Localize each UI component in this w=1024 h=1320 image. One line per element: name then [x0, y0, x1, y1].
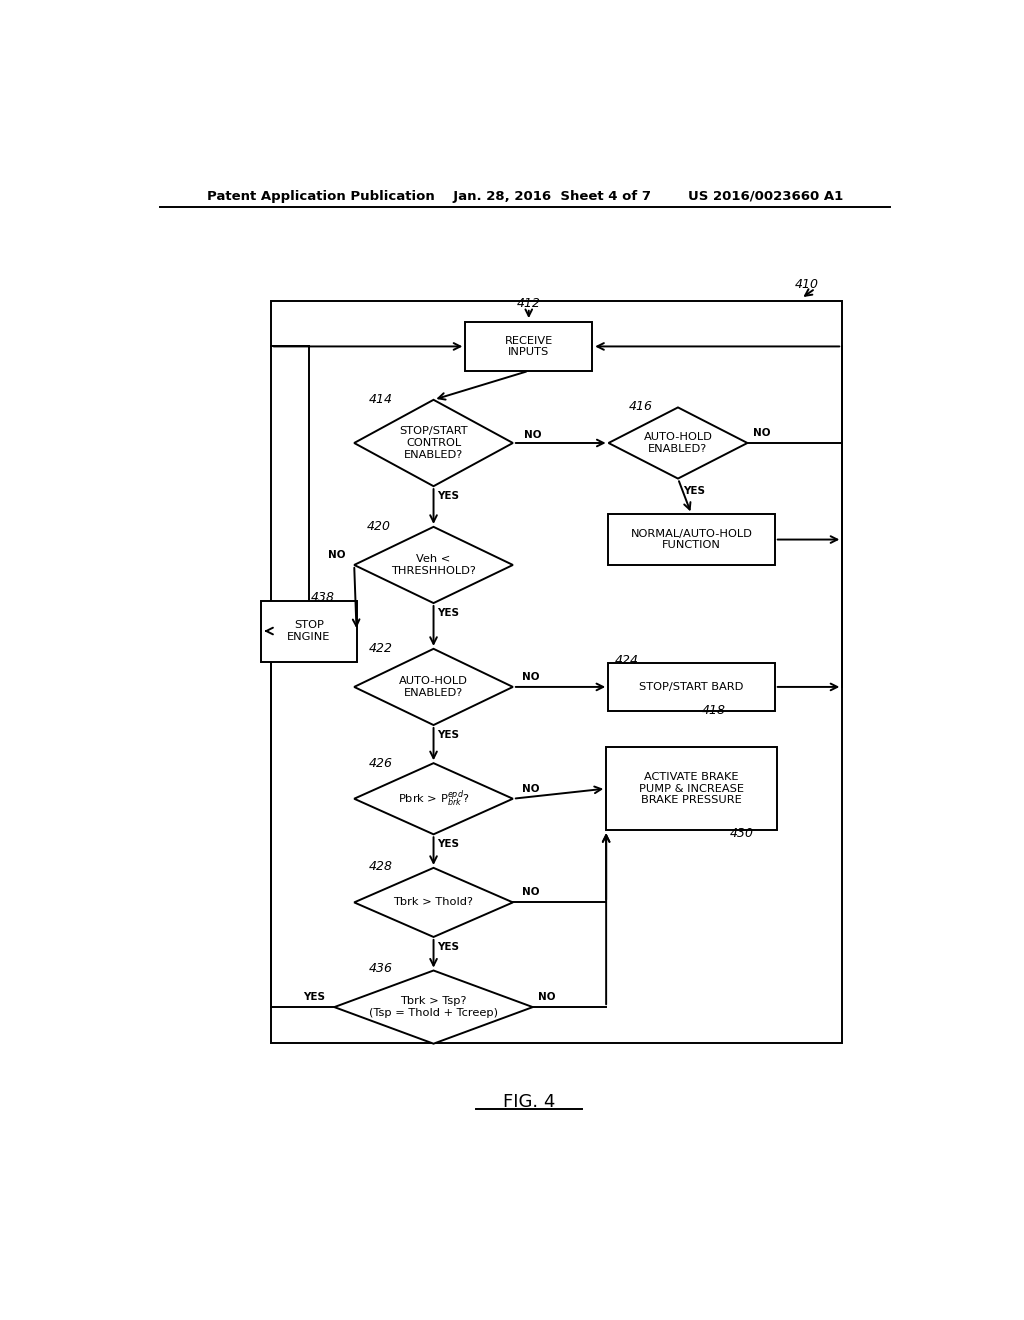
Text: 416: 416: [629, 400, 652, 413]
Polygon shape: [354, 649, 513, 725]
Text: NO: NO: [521, 887, 539, 898]
Text: NO: NO: [539, 991, 556, 1002]
Text: STOP/START
CONTROL
ENABLED?: STOP/START CONTROL ENABLED?: [399, 426, 468, 459]
Text: YES: YES: [437, 609, 459, 618]
Text: FIG. 4: FIG. 4: [503, 1093, 555, 1110]
FancyBboxPatch shape: [270, 301, 842, 1043]
Polygon shape: [354, 527, 513, 603]
Polygon shape: [608, 408, 748, 479]
Text: AUTO-HOLD
ENABLED?: AUTO-HOLD ENABLED?: [643, 432, 713, 454]
Text: NO: NO: [753, 428, 770, 438]
Text: YES: YES: [437, 942, 459, 952]
Polygon shape: [354, 867, 513, 937]
Text: 418: 418: [701, 704, 726, 717]
Text: YES: YES: [303, 991, 326, 1002]
Text: 422: 422: [369, 642, 392, 655]
Text: 420: 420: [367, 520, 391, 533]
Text: STOP/START BARD: STOP/START BARD: [639, 682, 743, 692]
Text: YES: YES: [437, 730, 459, 741]
Polygon shape: [354, 763, 513, 834]
FancyBboxPatch shape: [608, 663, 775, 711]
Polygon shape: [354, 400, 513, 486]
Text: NO: NO: [521, 784, 539, 793]
Text: NO: NO: [328, 550, 345, 560]
Text: 428: 428: [370, 861, 393, 874]
Text: Pbrk > P$^{epd}_{brk}$?: Pbrk > P$^{epd}_{brk}$?: [397, 788, 469, 809]
Text: 424: 424: [614, 653, 638, 667]
Text: Patent Application Publication    Jan. 28, 2016  Sheet 4 of 7        US 2016/002: Patent Application Publication Jan. 28, …: [207, 190, 843, 202]
Text: 436: 436: [370, 962, 393, 975]
Text: 426: 426: [370, 756, 393, 770]
FancyBboxPatch shape: [608, 515, 775, 565]
Text: AUTO-HOLD
ENABLED?: AUTO-HOLD ENABLED?: [399, 676, 468, 698]
Text: NO: NO: [524, 430, 542, 440]
Text: 438: 438: [310, 591, 335, 605]
Text: 414: 414: [369, 393, 392, 405]
Text: Tbrk > Tsp?
(Tsp = Thold + Tcreep): Tbrk > Tsp? (Tsp = Thold + Tcreep): [369, 997, 498, 1018]
FancyBboxPatch shape: [606, 747, 777, 830]
Polygon shape: [334, 970, 532, 1044]
Text: 412: 412: [517, 297, 541, 310]
Text: 430: 430: [730, 826, 755, 840]
Text: RECEIVE
INPUTS: RECEIVE INPUTS: [505, 335, 553, 358]
Text: Tbrk > Thold?: Tbrk > Thold?: [393, 898, 473, 907]
Text: NORMAL/AUTO-HOLD
FUNCTION: NORMAL/AUTO-HOLD FUNCTION: [631, 529, 753, 550]
Text: YES: YES: [437, 491, 459, 502]
Text: ACTIVATE BRAKE
PUMP & INCREASE
BRAKE PRESSURE: ACTIVATE BRAKE PUMP & INCREASE BRAKE PRE…: [639, 772, 744, 805]
Text: Veh <
THRESHHOLD?: Veh < THRESHHOLD?: [391, 554, 476, 576]
Text: NO: NO: [521, 672, 539, 681]
Text: YES: YES: [437, 840, 459, 850]
Text: STOP
ENGINE: STOP ENGINE: [288, 620, 331, 642]
FancyBboxPatch shape: [261, 601, 356, 661]
Text: 410: 410: [795, 279, 818, 290]
FancyBboxPatch shape: [465, 322, 592, 371]
Text: YES: YES: [683, 486, 705, 496]
